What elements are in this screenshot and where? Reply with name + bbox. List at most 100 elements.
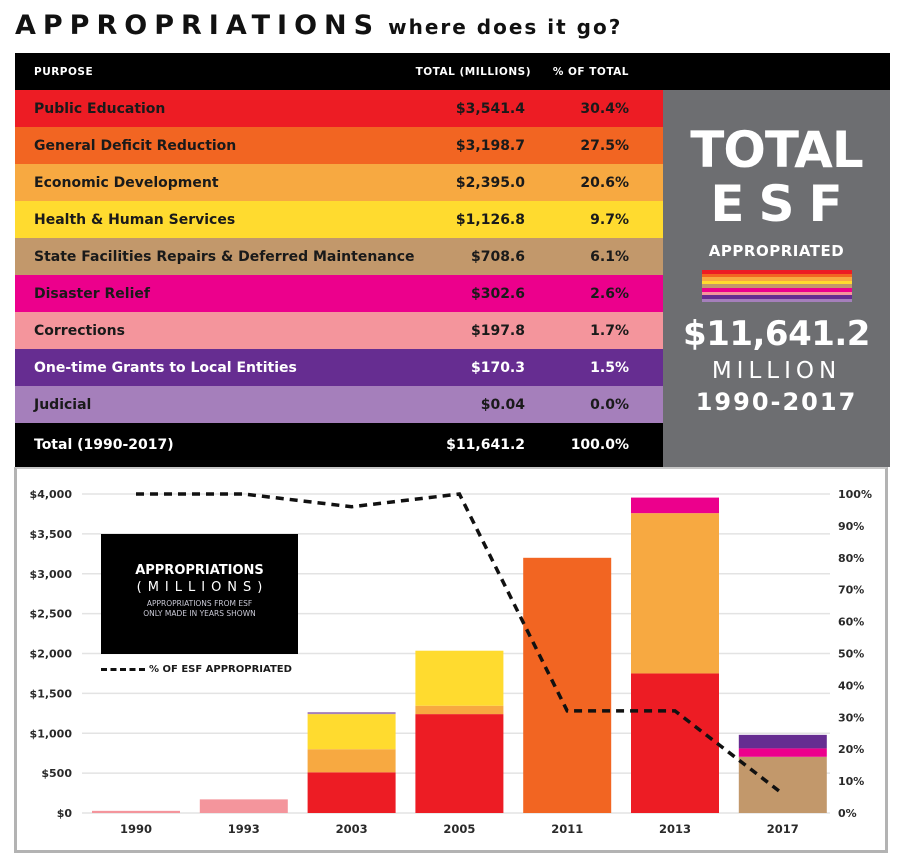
row-pct: 2.6% [590,285,629,302]
row-total: $2,395.0 [455,174,525,191]
y-tick-label: $0 [57,807,73,820]
row-pct: 30.4% [580,100,629,117]
y2-tick-label: 90% [838,520,864,533]
row-pct: 0.0% [590,396,629,413]
y-tick-label: $2,500 [30,608,73,621]
color-stripe [701,270,852,274]
x-tick-label: 2011 [551,822,583,836]
y-tick-label: $1,000 [30,727,73,740]
table-row: State Facilities Repairs & Deferred Main… [15,238,663,275]
row-purpose: Judicial [34,396,92,413]
table-row: One-time Grants to Local Entities $170.3 1… [15,349,663,386]
bar-segment [631,513,719,674]
y2-tick-label: 50% [838,648,864,661]
row-purpose: Economic Development [34,174,219,191]
row-purpose: Public Education [34,100,166,117]
bar-segment [307,712,396,715]
y2-tick-label: 70% [838,584,864,597]
chart-legend-box: APPROPRIATIONS (MILLIONS) APPROPRIATIONS… [101,534,298,654]
bar-segment [631,497,719,514]
total-amount: $11,641.2 [446,437,525,453]
table-row: Economic Development $2,395.0 20.6% [15,164,663,201]
total-pct: 100.0% [570,437,629,453]
header-total: TOTAL (MILLIONS) [415,65,531,78]
y-tick-label: $1,500 [30,687,73,700]
y2-tick-label: 10% [838,775,864,788]
bar-segment [738,748,827,757]
table-row: Public Education $3,541.4 30.4% [15,90,663,127]
esf-total-label: TOTAL [690,121,863,179]
legend-note-2: ONLY MADE IN YEARS SHOWN [143,609,256,618]
y-tick-label: $4,000 [30,488,73,501]
table-row: Disaster Relief $302.6 2.6% [15,275,663,312]
row-total: $197.8 [470,322,525,339]
row-purpose: State Facilities Repairs & Deferred Main… [34,248,415,265]
bar-segment [523,557,612,813]
page-title: APPROPRIATIONS where does it go? [15,10,622,46]
legend-title: APPROPRIATIONS [135,563,264,578]
appropriations-table: PURPOSE TOTAL (MILLIONS) % OF TOTAL Publ… [15,53,663,467]
row-total: $708.6 [470,248,525,265]
esf-appropriated-label: APPROPRIATED [708,242,845,260]
y-tick-label: $3,500 [30,528,73,541]
row-total: $302.6 [470,285,525,302]
pct-line [136,492,784,796]
table-row: Judicial $0.04 0.0% [15,386,663,423]
table-row: Corrections $197.8 1.7% [15,312,663,349]
line-legend-label: % OF ESF APPROPRIATED [149,664,292,675]
color-stripe [701,284,852,288]
esf-unit: MILLION [711,358,842,385]
legend-subtitle: (MILLIONS) [136,580,269,595]
row-pct: 1.7% [590,322,629,339]
row-purpose: Corrections [34,322,125,339]
color-stripe [701,273,852,278]
y2-tick-label: 80% [838,552,864,565]
color-stripe [701,280,852,285]
y2-tick-label: 60% [838,616,864,629]
row-total: $1,126.8 [455,211,525,228]
row-total: $3,198.7 [455,137,525,154]
bar-segment [199,799,288,813]
title-subtitle: where does it go? [388,15,623,39]
title-main: APPROPRIATIONS [15,10,381,41]
table-header: PURPOSE TOTAL (MILLIONS) % OF TOTAL [15,53,663,90]
y-tick-label: $500 [41,767,72,780]
y2-tick-label: 30% [838,711,864,724]
row-purpose: General Deficit Reduction [34,137,237,154]
row-total: $3,541.4 [455,100,525,117]
table-row: Health & Human Services $1,126.8 9.7% [15,201,663,238]
bar-segment [415,650,504,706]
x-tick-label: 2013 [659,822,691,836]
row-pct: 6.1% [590,248,629,265]
row-pct: 20.6% [580,174,629,191]
x-tick-label: 1993 [228,822,260,836]
table-total-row: Total (1990-2017) $11,641.2 100.0% [15,423,663,467]
bar-segment [307,772,396,813]
color-stripe [701,298,852,303]
bar-segment [415,705,504,715]
row-purpose: Disaster Relief [34,285,150,302]
bar-segment [92,810,180,813]
table-row: General Deficit Reduction $3,198.7 27.5% [15,127,663,164]
color-stripe [701,295,852,299]
row-pct: 27.5% [580,137,629,154]
total-esf-panel: TOTAL ESF APPROPRIATED $11,641.2 MILLION… [663,90,890,467]
color-stripes [701,270,852,303]
y2-tick-label: 40% [838,679,864,692]
row-purpose: One-time Grants to Local Entities [34,359,297,376]
header-pct: % OF TOTAL [552,65,629,78]
header-purpose: PURPOSE [34,65,94,78]
esf-amount: $11,641.2 [683,314,870,355]
bar-segment [307,749,396,773]
bar-segment [631,673,719,813]
x-tick-label: 2005 [443,822,475,836]
y-tick-label: $2,000 [30,648,73,661]
bar-segment [307,714,396,750]
row-total: $170.3 [470,359,525,376]
legend-note-1: APPROPRIATIONS FROM ESF [146,599,253,608]
row-pct: 1.5% [590,359,629,376]
dashed-line-icon [101,668,145,671]
bar-segment [738,734,827,749]
y2-tick-label: 100% [838,488,872,501]
